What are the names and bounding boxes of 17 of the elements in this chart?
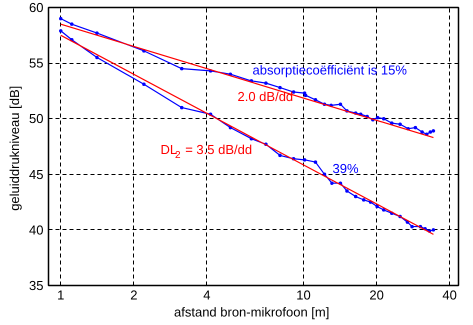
x-tick-label: 4 [203, 288, 211, 302]
x-tick-label: 40 [442, 288, 457, 302]
y-tick-label: 40 [29, 222, 44, 238]
y-tick-label: 35 [29, 278, 44, 293]
y-tick-label: 55 [29, 56, 44, 71]
annotation: absorptiecoëfficiënt is 15% [252, 62, 408, 78]
x-tick-label: 2 [130, 288, 138, 302]
y-axis-title: geluiddrukniveau [dB] [7, 86, 22, 211]
x-tick-label: 10 [296, 288, 311, 302]
x-tick-label: 1 [57, 288, 64, 302]
y-tick-label: 50 [29, 111, 44, 126]
annotation: 2.0 dB/dd [238, 88, 294, 104]
x-axis-title: afstand bron-mikrofoon [m] [174, 304, 330, 320]
x-tick-label: 20 [369, 288, 384, 302]
y-tick-label: 45 [29, 166, 44, 182]
annotation: 39% [332, 161, 359, 176]
y-tick-label: 60 [29, 0, 44, 15]
